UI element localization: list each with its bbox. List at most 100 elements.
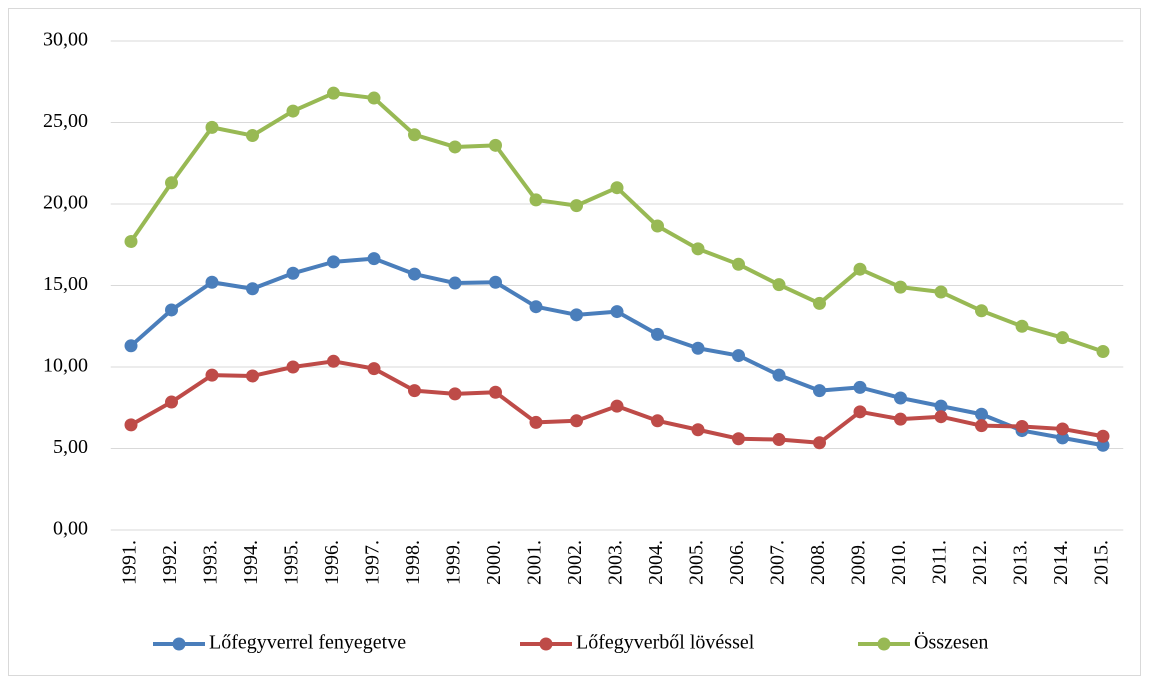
data-point: [934, 410, 948, 424]
x-tick-label: 2001.: [524, 540, 546, 585]
data-point: [570, 199, 583, 213]
data-point: [489, 138, 502, 152]
data-point: [246, 129, 259, 143]
legend-marker: [172, 637, 186, 651]
data-point: [489, 385, 502, 399]
data-point: [205, 120, 219, 134]
x-tick-label: 1998.: [402, 540, 424, 585]
data-point: [529, 300, 543, 314]
data-point: [975, 419, 988, 433]
data-point: [691, 341, 705, 355]
x-tick-label: 1994.: [240, 540, 262, 585]
data-point: [732, 432, 745, 446]
x-tick-label: 2012.: [969, 540, 991, 585]
x-tick-label: 2015.: [1091, 540, 1113, 585]
x-tick-label: 2003.: [605, 540, 627, 585]
legend-label: Lőfegyverrel fenyegetve: [209, 632, 406, 654]
data-point: [813, 436, 826, 450]
y-tick-label: 15,00: [43, 273, 88, 295]
data-point: [286, 266, 300, 280]
data-point: [691, 242, 705, 256]
data-point: [570, 308, 583, 322]
data-point: [1056, 422, 1069, 436]
legend-marker: [877, 637, 891, 651]
data-point: [205, 368, 219, 382]
data-point: [894, 280, 907, 294]
data-point: [1015, 319, 1029, 333]
data-point: [975, 304, 988, 318]
x-tick-label: 2000.: [483, 540, 505, 585]
data-point: [327, 354, 340, 368]
x-tick-label: 1997.: [362, 540, 384, 585]
data-point: [1096, 345, 1110, 359]
x-tick-label: 2011.: [929, 540, 951, 584]
x-tick-label: 2009.: [848, 540, 870, 585]
x-tick-label: 2004.: [645, 540, 667, 585]
data-point: [246, 369, 259, 383]
data-point: [408, 384, 421, 398]
data-point: [732, 257, 745, 271]
data-point: [124, 418, 138, 432]
data-point: [894, 412, 907, 426]
data-point: [529, 193, 543, 207]
data-point: [489, 275, 502, 289]
x-tick-label: 1995.: [281, 540, 303, 585]
x-tick-label: 2013.: [1010, 540, 1032, 585]
data-point: [367, 91, 381, 105]
data-point: [975, 407, 988, 421]
x-tick-label: 2002.: [564, 540, 586, 585]
data-point: [772, 368, 786, 382]
x-tick-label: 2008.: [807, 540, 829, 585]
data-point: [651, 327, 664, 341]
data-point: [853, 405, 867, 419]
data-point: [813, 296, 826, 310]
data-point: [529, 415, 543, 429]
data-point: [367, 252, 381, 266]
y-tick-label: 30,00: [43, 29, 88, 51]
data-point: [165, 176, 178, 190]
data-point: [934, 285, 948, 299]
data-point: [1096, 438, 1110, 452]
data-point: [1015, 419, 1029, 433]
y-tick-label: 10,00: [43, 355, 88, 377]
x-tick-label: 2006.: [726, 540, 748, 585]
data-point: [1056, 331, 1069, 345]
legend-label: Összesen: [914, 631, 988, 654]
data-point: [610, 305, 624, 319]
data-point: [246, 282, 259, 296]
data-point: [570, 414, 583, 428]
data-point: [732, 349, 745, 363]
data-point: [1096, 429, 1110, 443]
data-point: [448, 140, 462, 154]
data-point: [651, 219, 664, 233]
data-point: [367, 362, 381, 376]
data-point: [691, 423, 705, 437]
data-point: [772, 433, 786, 447]
data-point: [286, 104, 300, 118]
data-point: [772, 278, 786, 292]
data-point: [165, 395, 178, 409]
data-point: [408, 267, 421, 281]
series-line: [129, 256, 1104, 448]
x-tick-label: 2010.: [888, 540, 910, 585]
legend-marker: [539, 637, 553, 651]
data-point: [934, 399, 948, 413]
data-point: [610, 181, 624, 195]
data-point: [165, 303, 178, 317]
x-tick-label: 2005.: [686, 540, 708, 585]
data-point: [124, 234, 138, 248]
x-tick-label: 1999.: [443, 540, 465, 585]
x-tick-label: 2014.: [1050, 540, 1072, 585]
x-tick-label: 2007.: [767, 540, 789, 585]
data-point: [853, 380, 867, 394]
data-point: [651, 414, 664, 428]
data-point: [327, 255, 340, 269]
y-tick-label: 20,00: [43, 192, 88, 214]
y-tick-label: 0,00: [53, 518, 88, 540]
data-point: [813, 384, 826, 398]
x-tick-label: 1991.: [119, 540, 141, 585]
data-point: [205, 275, 219, 289]
y-tick-label: 5,00: [53, 436, 88, 458]
x-tick-label: 1993.: [200, 540, 222, 585]
